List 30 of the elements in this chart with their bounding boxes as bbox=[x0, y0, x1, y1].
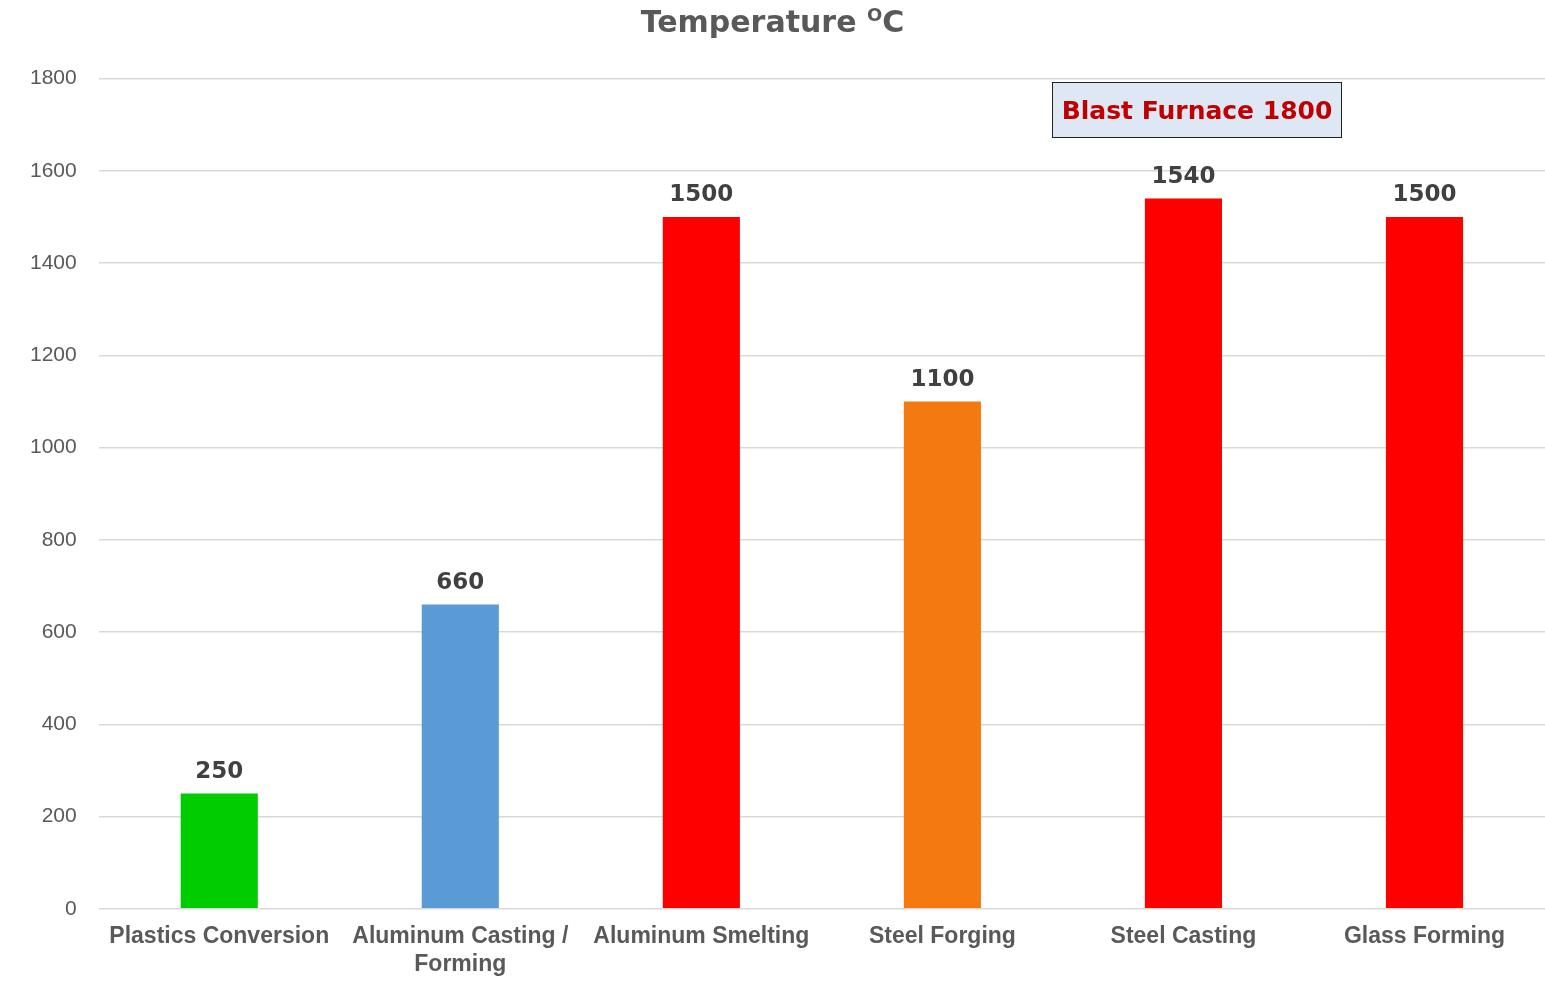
x-tick-label: Steel Forging bbox=[868, 921, 1016, 948]
data-label: 1500 bbox=[1392, 180, 1457, 207]
x-tick-label: Glass Forming bbox=[1343, 921, 1505, 948]
x-tick-label: Plastics Conversion bbox=[109, 921, 330, 948]
y-tick-label: 1400 bbox=[30, 249, 77, 273]
data-label: 250 bbox=[195, 756, 244, 783]
y-tick-label: 200 bbox=[41, 803, 77, 827]
y-tick-label: 600 bbox=[41, 618, 77, 642]
y-tick-label: 1200 bbox=[30, 342, 77, 366]
data-label: 1100 bbox=[910, 364, 975, 391]
bar bbox=[662, 216, 740, 909]
data-label: 660 bbox=[436, 567, 485, 594]
y-tick-label: 400 bbox=[41, 711, 77, 735]
y-tick-label: 1800 bbox=[30, 65, 77, 89]
y-tick-label: 1000 bbox=[30, 434, 77, 458]
data-label: 1500 bbox=[669, 180, 734, 207]
data-label: 1540 bbox=[1151, 161, 1216, 188]
y-tick-label: 1600 bbox=[30, 157, 77, 181]
annotation: Blast Furnace 1800 bbox=[1052, 82, 1342, 138]
bar bbox=[903, 401, 981, 909]
y-tick-label: 800 bbox=[41, 526, 77, 550]
bar bbox=[1144, 198, 1222, 909]
bar bbox=[421, 604, 499, 909]
chart-title: Temperature $^{O}$C bbox=[639, 4, 906, 39]
bar bbox=[1385, 216, 1464, 909]
x-tick-label: Steel Casting bbox=[1110, 921, 1257, 948]
x-tick-label: Aluminum Smelting bbox=[593, 921, 810, 948]
bar bbox=[180, 793, 258, 909]
y-tick-label: 0 bbox=[65, 895, 77, 919]
x-tick-label: Aluminum Casting / Forming bbox=[352, 921, 569, 976]
